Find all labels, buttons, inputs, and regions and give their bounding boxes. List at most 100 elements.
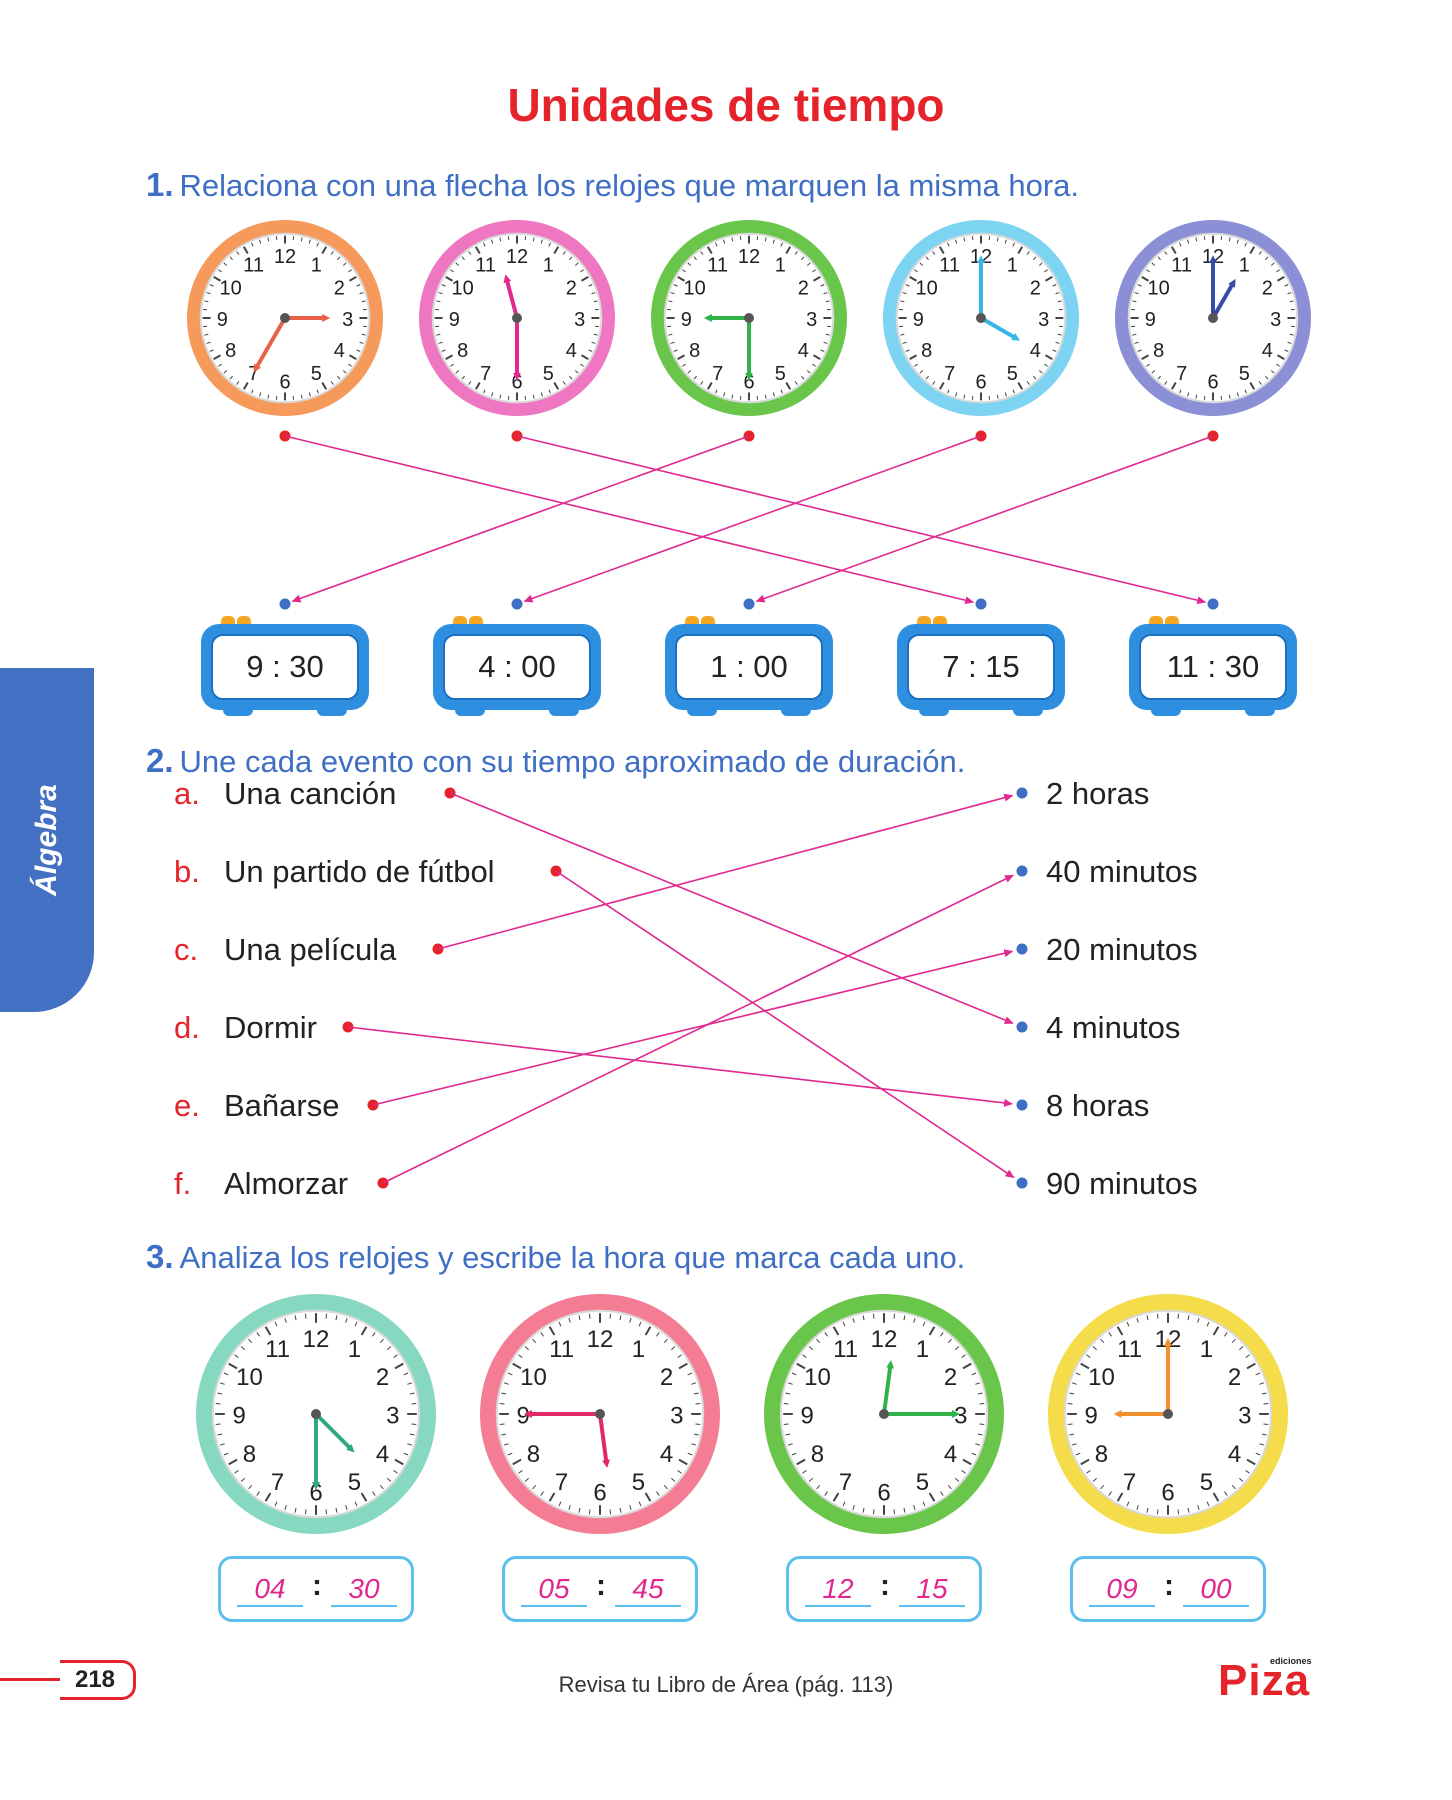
clock-tick (372, 1332, 376, 1337)
clock-tick (1141, 275, 1149, 282)
clock-center (311, 1409, 321, 1419)
clock-tick (294, 1507, 297, 1513)
clock-tick (1108, 1332, 1112, 1337)
clock-number: 12 (303, 1326, 330, 1353)
clock-tick (474, 382, 481, 390)
clock-tick (940, 1491, 944, 1496)
clock-tick (553, 246, 560, 254)
answer-minutes[interactable]: 45 (615, 1573, 681, 1607)
clock-tick (791, 1372, 797, 1376)
answer-hours[interactable]: 04 (237, 1573, 303, 1607)
clock-tick (213, 275, 221, 282)
answer-minutes[interactable]: 15 (899, 1573, 965, 1607)
clock-tick (532, 1338, 537, 1343)
clock-tick (1033, 256, 1037, 261)
clock-tick (1156, 1313, 1159, 1319)
event-dot (432, 943, 444, 955)
clock-tick (816, 1485, 821, 1490)
clock-tick (300, 394, 303, 399)
clock-tick (359, 341, 364, 344)
clock-number: 9 (517, 1403, 530, 1430)
event-letter: b. (174, 854, 200, 889)
clock-number: 3 (574, 309, 585, 331)
clock-tick (938, 382, 945, 390)
clock-tick (438, 292, 443, 295)
clock-tick (394, 1362, 404, 1370)
hour-hand (882, 1360, 895, 1415)
event-dot (367, 1099, 379, 1111)
page-title: Unidades de tiempo (507, 79, 945, 131)
clock-tick (548, 242, 551, 247)
clock-tick (218, 363, 222, 367)
clock-number: 6 (279, 372, 290, 394)
clock-tick (1092, 1346, 1097, 1351)
clock-tick (852, 1505, 855, 1511)
answer-minutes[interactable]: 00 (1183, 1573, 1249, 1607)
hour-hand (503, 274, 519, 319)
clock-tick (345, 1505, 348, 1511)
answer-hours[interactable]: 09 (1089, 1573, 1155, 1607)
clock-tick (325, 1509, 328, 1515)
clock-tick (1245, 1354, 1250, 1358)
answer-box-4[interactable]: 09:00 (1070, 1556, 1266, 1622)
match-dot-bottom (1207, 598, 1219, 610)
clock-number: 2 (1228, 1364, 1241, 1391)
clock-tick (361, 300, 366, 303)
clock-tick (673, 284, 678, 287)
clock-tick (1157, 256, 1161, 261)
answer-box-3[interactable]: 12:15 (786, 1556, 982, 1622)
clock-tick (979, 1423, 985, 1426)
clock-tick (955, 1346, 960, 1351)
clock-number: 2 (334, 277, 345, 299)
clock-tick (236, 251, 240, 255)
clock-tick (209, 349, 214, 352)
clock-display: 1 : 00 (675, 634, 823, 700)
clock-tick (1187, 239, 1190, 244)
clock-tick (499, 1423, 505, 1426)
clock-tick (928, 1492, 936, 1502)
clock-number: 11 (833, 1336, 858, 1363)
clock-tick (264, 1492, 272, 1502)
match-arrow (516, 435, 1207, 605)
clock-tick (591, 292, 596, 295)
clock-number: 4 (566, 340, 577, 362)
clock-tick (240, 1346, 245, 1351)
clock-tick (499, 1402, 505, 1405)
clock-tick (223, 1452, 229, 1456)
match-dot-top (1207, 430, 1219, 442)
clock-tick (1277, 354, 1285, 361)
side-tab-label: Álgebra (30, 784, 63, 896)
clock-tick (1228, 394, 1231, 399)
answer-box-1[interactable]: 04:30 (218, 1556, 414, 1622)
answer-minutes[interactable]: 30 (331, 1573, 397, 1607)
answer-box-2[interactable]: 05:45 (502, 1556, 698, 1622)
clock-tick (947, 389, 950, 394)
clock-number: 6 (1207, 372, 1218, 394)
clock-face-edge (199, 232, 371, 404)
clock-tick (349, 275, 357, 282)
clock-tick (372, 1491, 376, 1496)
clock-tick (1004, 392, 1007, 397)
clock-number: 4 (944, 1441, 957, 1468)
match-arrow (382, 874, 1014, 1184)
clock-number: 5 (543, 363, 554, 385)
answer-hours[interactable]: 05 (521, 1573, 587, 1607)
clock-tick (914, 269, 918, 273)
clock-tick (1137, 284, 1142, 287)
clock-tick (379, 1338, 384, 1343)
clock-tick (1249, 382, 1256, 390)
section2-text: Une cada evento con su tiempo aproximado… (179, 744, 966, 779)
clock-tick (204, 333, 209, 336)
clock-tick (1255, 1452, 1261, 1456)
answer-hours[interactable]: 12 (805, 1573, 871, 1607)
clock-tick (905, 349, 910, 352)
clock-tick (1246, 1362, 1256, 1370)
clock-number: 10 (1148, 277, 1170, 299)
clock-center (1163, 1409, 1173, 1419)
clock-tick (259, 392, 262, 397)
clock-tick (893, 1313, 896, 1319)
clock-tick (671, 1346, 676, 1351)
